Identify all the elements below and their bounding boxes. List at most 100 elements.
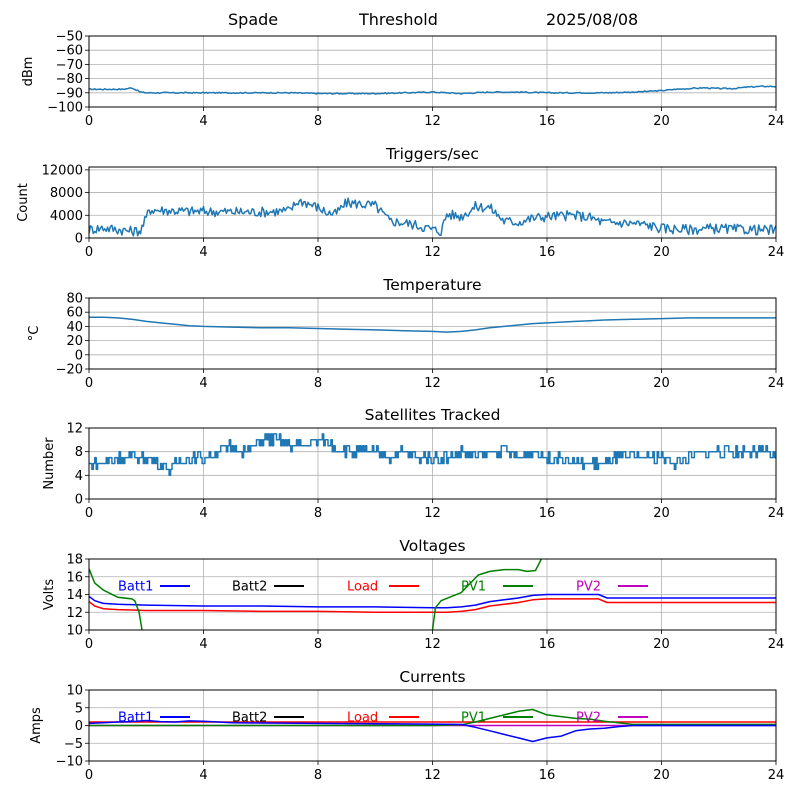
voltages-panel: 0 4 8 12 16 20 24 10 12 14 16 18 Voltages Volts Batt1 B… <box>42 537 784 652</box>
y-tick-label: −5 <box>64 737 83 752</box>
y-tick-label: 10 <box>66 684 83 699</box>
y-tick-label: −60 <box>56 44 83 59</box>
x-tick-label: 16 <box>539 506 556 521</box>
series-line <box>89 433 776 477</box>
x-tick-label: 0 <box>85 506 93 521</box>
x-tick-label: 4 <box>199 245 207 260</box>
currents-panel: 0 4 8 12 16 20 24 −10 −5 0 5 10 Currents Amps Batt1 Bat… <box>29 668 784 783</box>
y-tick-label: −20 <box>56 363 83 378</box>
y-tick-label: 12 <box>66 606 83 621</box>
legend-label: PV2 <box>576 711 601 726</box>
series-line-pv1 <box>431 559 542 630</box>
y-axis-label: Count <box>16 183 31 222</box>
x-tick-label: 16 <box>539 637 556 652</box>
series-line <box>89 316 776 333</box>
x-tick-label: 12 <box>424 768 441 783</box>
satellites-panel: 0 4 8 12 16 20 24 0 4 8 12 Satellites Tracked Number <box>42 406 784 521</box>
series-line-load <box>89 598 776 614</box>
y-tick-label: 8000 <box>50 186 83 201</box>
y-axis-label: Number <box>42 437 57 490</box>
report-date: 2025/08/08 <box>546 10 639 29</box>
x-tick-label: 24 <box>768 768 785 783</box>
x-tick-label: 12 <box>424 506 441 521</box>
x-tick-label: 0 <box>85 114 93 129</box>
x-tick-label: 4 <box>199 114 207 129</box>
y-tick-label: −10 <box>56 755 83 770</box>
legend-label: PV2 <box>576 580 601 595</box>
y-tick-label: −90 <box>56 86 83 101</box>
y-tick-label: 4 <box>75 469 83 484</box>
y-tick-label: 0 <box>75 232 83 247</box>
x-tick-label: 24 <box>768 245 785 260</box>
x-tick-label: 20 <box>653 376 670 391</box>
y-tick-label: 40 <box>66 320 83 335</box>
x-tick-label: 8 <box>314 114 322 129</box>
x-tick-label: 20 <box>653 245 670 260</box>
x-tick-label: 16 <box>539 245 556 260</box>
y-axis-label: dBm <box>21 57 36 87</box>
x-tick-label: 24 <box>768 506 785 521</box>
x-tick-label: 0 <box>85 245 93 260</box>
series-group <box>89 197 776 237</box>
x-tick-label: 12 <box>424 376 441 391</box>
x-tick-label: 24 <box>768 114 785 129</box>
y-tick-label: −80 <box>56 72 83 87</box>
x-tick-label: 4 <box>199 376 207 391</box>
legend-label: Batt1 <box>118 711 153 726</box>
series-line-batt1 <box>89 719 776 743</box>
series-line <box>89 85 776 95</box>
y-tick-label: 60 <box>66 306 83 321</box>
station-name: Spade <box>228 10 279 29</box>
panel-title: Triggers/sec <box>385 145 479 163</box>
x-tick-label: 24 <box>768 637 785 652</box>
y-axis-label: Volts <box>42 579 57 611</box>
legend-label: Batt2 <box>232 711 267 726</box>
y-tick-label: 18 <box>66 553 83 568</box>
x-tick-label: 8 <box>314 245 322 260</box>
y-tick-label: 14 <box>66 588 83 603</box>
legend-label: Load <box>347 711 378 726</box>
triggers-panel: 0 4 8 12 16 20 24 0 4000 8000 12000 Triggers/sec Cou… <box>16 145 784 260</box>
series-group <box>89 559 776 630</box>
series-group <box>89 85 776 95</box>
panel-title: Voltages <box>399 537 465 555</box>
x-tick-label: 12 <box>424 637 441 652</box>
y-tick-label: 4000 <box>50 209 83 224</box>
signal-panel: 0 4 8 12 16 20 24 −100−90−80−70−60−50 dBm <box>21 30 784 130</box>
series-group <box>89 316 776 333</box>
x-tick-label: 12 <box>424 114 441 129</box>
x-tick-label: 12 <box>424 245 441 260</box>
x-tick-label: 4 <box>199 637 207 652</box>
y-tick-label: 20 <box>66 334 83 349</box>
x-tick-label: 16 <box>539 114 556 129</box>
x-tick-label: 20 <box>653 114 670 129</box>
x-tick-label: 4 <box>199 768 207 783</box>
y-tick-label: −100 <box>47 101 83 116</box>
legend-label: Load <box>347 580 378 595</box>
y-tick-label: −70 <box>56 58 83 73</box>
x-tick-label: 20 <box>653 637 670 652</box>
y-axis-label: °C <box>27 326 42 342</box>
y-tick-label: −50 <box>56 30 83 45</box>
y-tick-label: 12000 <box>42 163 83 178</box>
x-tick-label: 16 <box>539 376 556 391</box>
panel-title: Temperature <box>382 276 481 294</box>
legend-label: Batt2 <box>232 580 267 595</box>
x-tick-label: 8 <box>314 637 322 652</box>
y-tick-label: 0 <box>75 719 83 734</box>
x-tick-label: 20 <box>653 768 670 783</box>
x-tick-label: 20 <box>653 506 670 521</box>
series-line-pv1 <box>89 568 143 630</box>
legend-label: Batt1 <box>118 580 153 595</box>
x-tick-label: 8 <box>314 506 322 521</box>
legend-label: PV1 <box>461 580 486 595</box>
series-line-batt1 <box>89 593 776 609</box>
x-tick-label: 0 <box>85 637 93 652</box>
series-line <box>89 197 776 237</box>
y-tick-label: 80 <box>66 292 83 307</box>
x-tick-label: 8 <box>314 768 322 783</box>
legend-label: PV1 <box>461 711 486 726</box>
